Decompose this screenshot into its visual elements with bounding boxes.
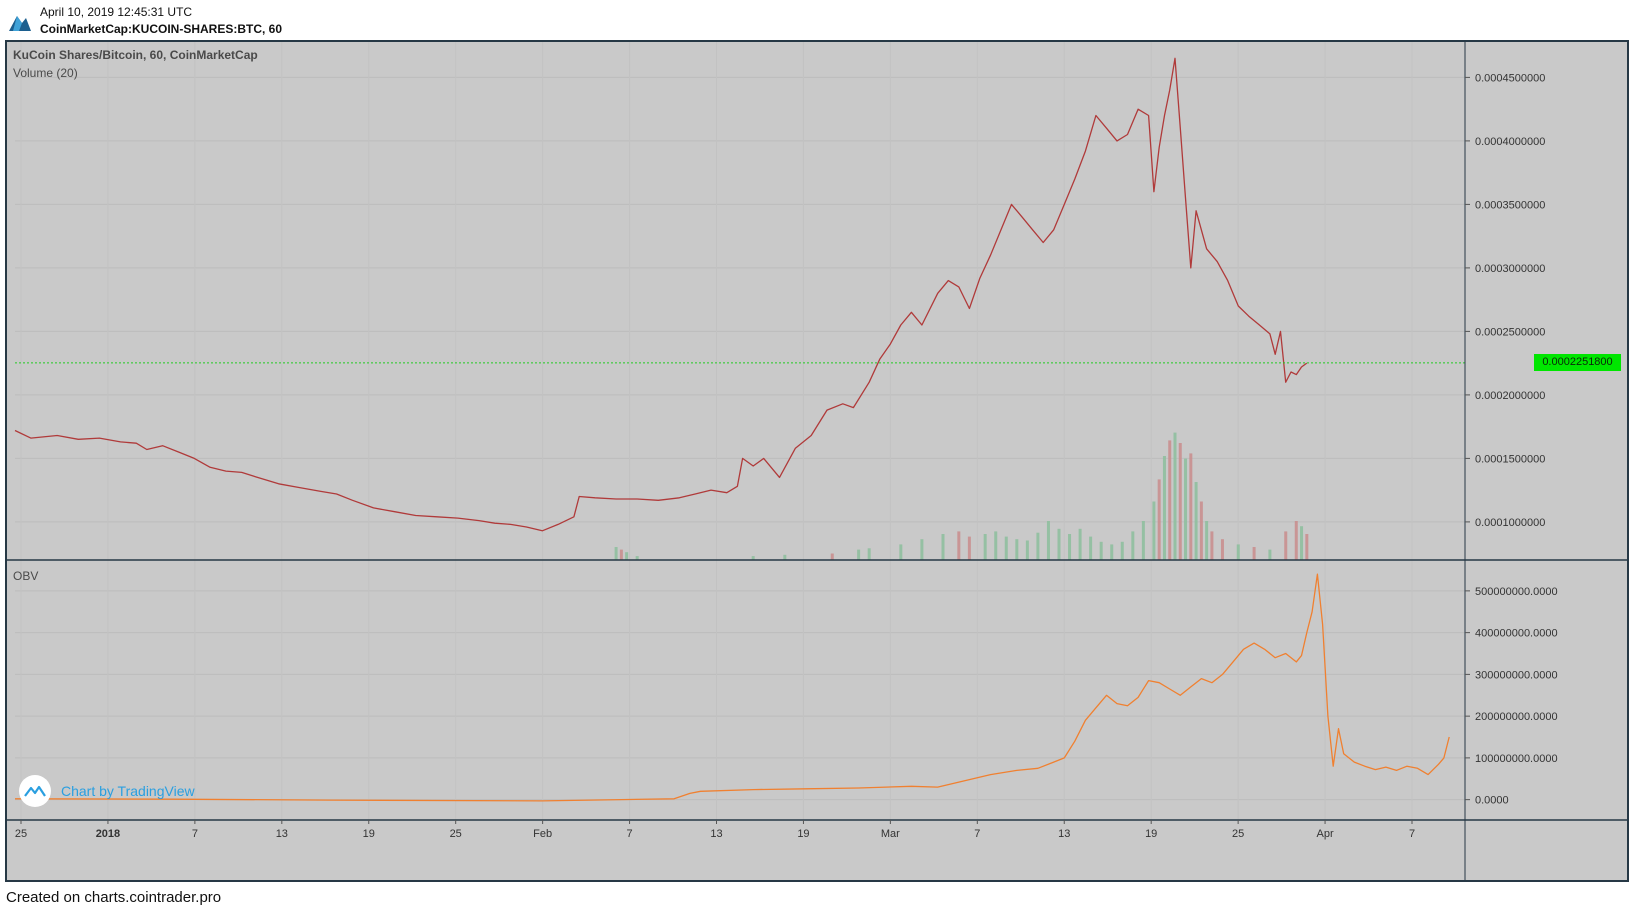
volume-bar [1152,501,1156,560]
time-tick-label: Mar [881,828,900,840]
volume-bar [867,548,871,560]
obv-tick-label: 300000000.0000 [1475,669,1558,681]
volume-bar [635,556,639,560]
volume-bar [1036,532,1040,560]
volume-bar [1025,540,1029,560]
footer-credit: Created on charts.cointrader.pro [6,889,222,906]
volume-bar [1057,528,1061,560]
time-tick-label: 13 [710,828,722,840]
obv-pane-title: OBV [13,569,39,583]
volume-bar [1205,521,1209,560]
volume-bar [957,531,961,560]
last-price-tag: 0.0002251800 [1534,354,1621,372]
price-series-line [14,57,1308,532]
time-tick-label: 13 [1058,828,1070,840]
obv-tick-label: 500000000.0000 [1475,586,1558,598]
time-tick-label: Apr [1317,828,1334,840]
volume-bar [1189,453,1193,560]
obv-series-line [14,573,1450,802]
chart-header: April 10, 2019 12:45:31 UTC CoinMarketCa… [0,0,1634,40]
volume-bar [1078,528,1082,560]
price-tick-label: 0.0003500000 [1475,199,1545,211]
tradingview-badge-text[interactable]: Chart by TradingView [61,783,195,799]
volume-bar [1210,531,1214,560]
price-tick-label: 0.0004500000 [1475,72,1545,84]
volume-bar [614,547,618,560]
volume-bar [1268,549,1272,560]
volume-bar [625,552,629,560]
volume-bar [1004,536,1008,560]
volume-bar [1015,539,1019,560]
time-tick-label: 7 [627,828,633,840]
volume-bar [751,556,755,560]
volume-bar [941,534,945,560]
price-tick-label: 0.0003000000 [1475,263,1545,275]
volume-bar [1157,479,1161,560]
time-tick-label: 7 [192,828,198,840]
volume-bar [1300,526,1304,560]
time-tick-label: 25 [15,828,27,840]
price-tick-label: 0.0001000000 [1475,517,1545,529]
volume-bar [1173,432,1177,560]
price-tick-label: 0.0002500000 [1475,326,1545,338]
volume-bar [783,554,787,560]
volume-bar [619,549,623,560]
main-pane-title: KuCoin Shares/Bitcoin, 60, CoinMarketCap [13,48,258,62]
symbol-label: CoinMarketCap:KUCOIN-SHARES:BTC, 60 [40,22,283,36]
volume-bar [1194,482,1198,560]
volume-bar [1220,539,1224,560]
time-tick-label: 7 [974,828,980,840]
volume-bar [1110,544,1114,560]
volume-bar [1046,521,1050,560]
obv-tick-label: 200000000.0000 [1475,711,1558,723]
time-tick-label: 7 [1409,828,1415,840]
volume-bar [899,544,903,560]
chart-container[interactable]: 0.0004500000 0.0004000000 0.0003500000 0.00… [5,40,1629,882]
volume-bar [1068,534,1072,560]
price-tick-label: 0.0004000000 [1475,136,1545,148]
volume-bar [1252,547,1256,560]
chart-logo-icon [9,16,31,31]
time-tick-label: 19 [797,828,809,840]
volume-bar [1120,541,1124,560]
volume-bar [983,534,987,560]
volume-bar [1099,541,1103,560]
volume-bar [1178,443,1182,560]
tradingview-logo-icon [19,775,51,807]
volume-bar [1305,534,1309,560]
volume-bar [1162,456,1166,560]
price-tick-label: 0.0001500000 [1475,453,1545,465]
time-tick-label: 19 [363,828,375,840]
volume-bar [830,553,834,560]
time-tick-label: 25 [1232,828,1244,840]
time-tick-label: 13 [276,828,288,840]
obv-tick-label: 400000000.0000 [1475,628,1558,640]
volume-bar [1294,521,1298,560]
time-tick-label: 25 [450,828,462,840]
volume-bar [1089,536,1093,560]
obv-tick-label: 0.0000 [1475,795,1509,807]
obv-tick-label: 100000000.0000 [1475,753,1558,765]
volume-indicator-label: Volume (20) [13,66,78,80]
volume-bar [920,539,924,560]
volume-bar [1284,531,1288,560]
volume-bar [994,531,998,560]
volume-bar [1141,521,1145,560]
chart-canvas[interactable]: 0.0004500000 0.0004000000 0.0003500000 0.00… [7,42,1627,880]
tradingview-badge[interactable]: Chart by TradingView [19,775,195,807]
price-tick-label: 0.0002000000 [1475,390,1545,402]
volume-bar [967,536,971,560]
time-tick-label: 19 [1145,828,1157,840]
snapshot-date: April 10, 2019 12:45:31 UTC [40,5,193,19]
volume-bar [1131,531,1135,560]
volume-bar [1168,440,1172,560]
volume-bar [1199,501,1203,560]
volume-bar [1236,544,1240,560]
volume-bar [1184,458,1188,560]
time-tick-label: Feb [533,828,552,840]
volume-bar [857,549,861,560]
time-tick-label: 2018 [96,828,120,840]
